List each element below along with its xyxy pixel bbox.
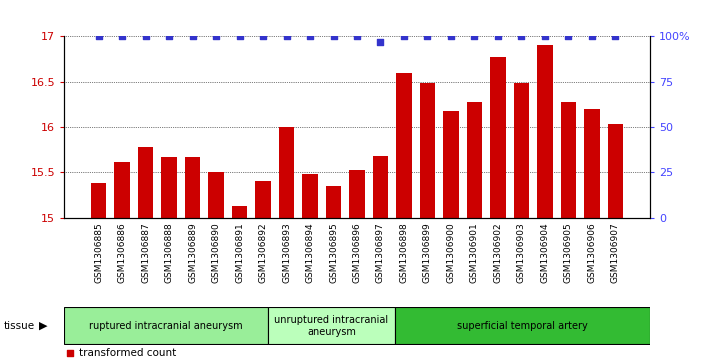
Point — [187, 33, 198, 39]
Bar — [538, 45, 553, 218]
Text: GSM1306890: GSM1306890 — [211, 222, 221, 283]
Text: GSM1306897: GSM1306897 — [376, 222, 385, 283]
Point — [492, 33, 503, 39]
Bar — [256, 182, 271, 218]
Bar — [561, 102, 576, 218]
Text: GSM1306894: GSM1306894 — [306, 222, 314, 283]
Bar — [268, 307, 395, 344]
Point — [140, 33, 151, 39]
Text: ▶: ▶ — [39, 321, 48, 331]
Bar — [208, 172, 223, 218]
Point — [257, 33, 268, 39]
Point — [328, 33, 339, 39]
Bar — [420, 83, 435, 218]
Text: tissue: tissue — [4, 321, 35, 331]
Text: GSM1306900: GSM1306900 — [446, 222, 456, 283]
Point — [304, 33, 316, 39]
Text: GSM1306905: GSM1306905 — [564, 222, 573, 283]
Point — [539, 33, 550, 39]
Text: transformed count: transformed count — [79, 348, 176, 358]
Text: GSM1306903: GSM1306903 — [517, 222, 526, 283]
Point — [164, 33, 175, 39]
Bar — [584, 109, 600, 218]
Text: GSM1306893: GSM1306893 — [282, 222, 291, 283]
Bar — [514, 83, 529, 218]
Text: GSM1306892: GSM1306892 — [258, 222, 268, 283]
Bar — [491, 57, 506, 218]
Text: GSM1306907: GSM1306907 — [611, 222, 620, 283]
Point — [586, 33, 598, 39]
Bar — [185, 157, 200, 218]
Bar — [443, 111, 458, 218]
Bar — [373, 156, 388, 218]
Point — [351, 33, 363, 39]
Text: GSM1306885: GSM1306885 — [94, 222, 103, 283]
Point — [93, 33, 104, 39]
Point — [281, 33, 292, 39]
Text: GSM1306896: GSM1306896 — [353, 222, 361, 283]
Bar — [608, 124, 623, 218]
Bar — [279, 127, 294, 218]
Bar — [91, 183, 106, 218]
Point — [64, 350, 76, 356]
Text: GSM1306886: GSM1306886 — [118, 222, 126, 283]
Point — [116, 33, 128, 39]
Bar — [396, 73, 412, 218]
Point — [469, 33, 481, 39]
Point — [375, 39, 386, 45]
Text: GSM1306902: GSM1306902 — [493, 222, 503, 283]
Text: unruptured intracranial
aneurysm: unruptured intracranial aneurysm — [274, 315, 388, 337]
Bar — [349, 170, 365, 218]
Text: GSM1306895: GSM1306895 — [329, 222, 338, 283]
Text: GSM1306899: GSM1306899 — [423, 222, 432, 283]
Point — [422, 33, 433, 39]
Point — [610, 33, 621, 39]
Point — [446, 33, 457, 39]
Text: GSM1306906: GSM1306906 — [588, 222, 596, 283]
Text: GSM1306898: GSM1306898 — [400, 222, 408, 283]
Bar — [302, 174, 318, 218]
Text: GSM1306891: GSM1306891 — [235, 222, 244, 283]
Bar — [467, 102, 482, 218]
Point — [563, 33, 574, 39]
Text: GSM1306889: GSM1306889 — [188, 222, 197, 283]
Text: GSM1306888: GSM1306888 — [164, 222, 174, 283]
Text: GSM1306901: GSM1306901 — [470, 222, 479, 283]
Bar — [64, 307, 268, 344]
Bar — [395, 307, 650, 344]
Bar — [138, 147, 153, 218]
Text: ruptured intracranial aneurysm: ruptured intracranial aneurysm — [89, 321, 243, 331]
Bar — [232, 206, 247, 218]
Bar — [161, 157, 176, 218]
Point — [398, 33, 410, 39]
Point — [516, 33, 527, 39]
Text: superficial temporal artery: superficial temporal artery — [457, 321, 588, 331]
Point — [211, 33, 222, 39]
Point — [233, 33, 245, 39]
Bar — [114, 162, 130, 218]
Text: GSM1306887: GSM1306887 — [141, 222, 150, 283]
Text: GSM1306904: GSM1306904 — [540, 222, 550, 283]
Bar — [326, 186, 341, 218]
